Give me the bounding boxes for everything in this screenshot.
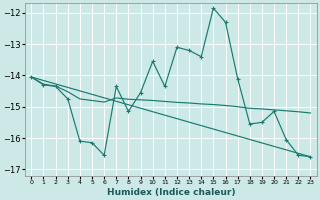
X-axis label: Humidex (Indice chaleur): Humidex (Indice chaleur) (107, 188, 235, 197)
